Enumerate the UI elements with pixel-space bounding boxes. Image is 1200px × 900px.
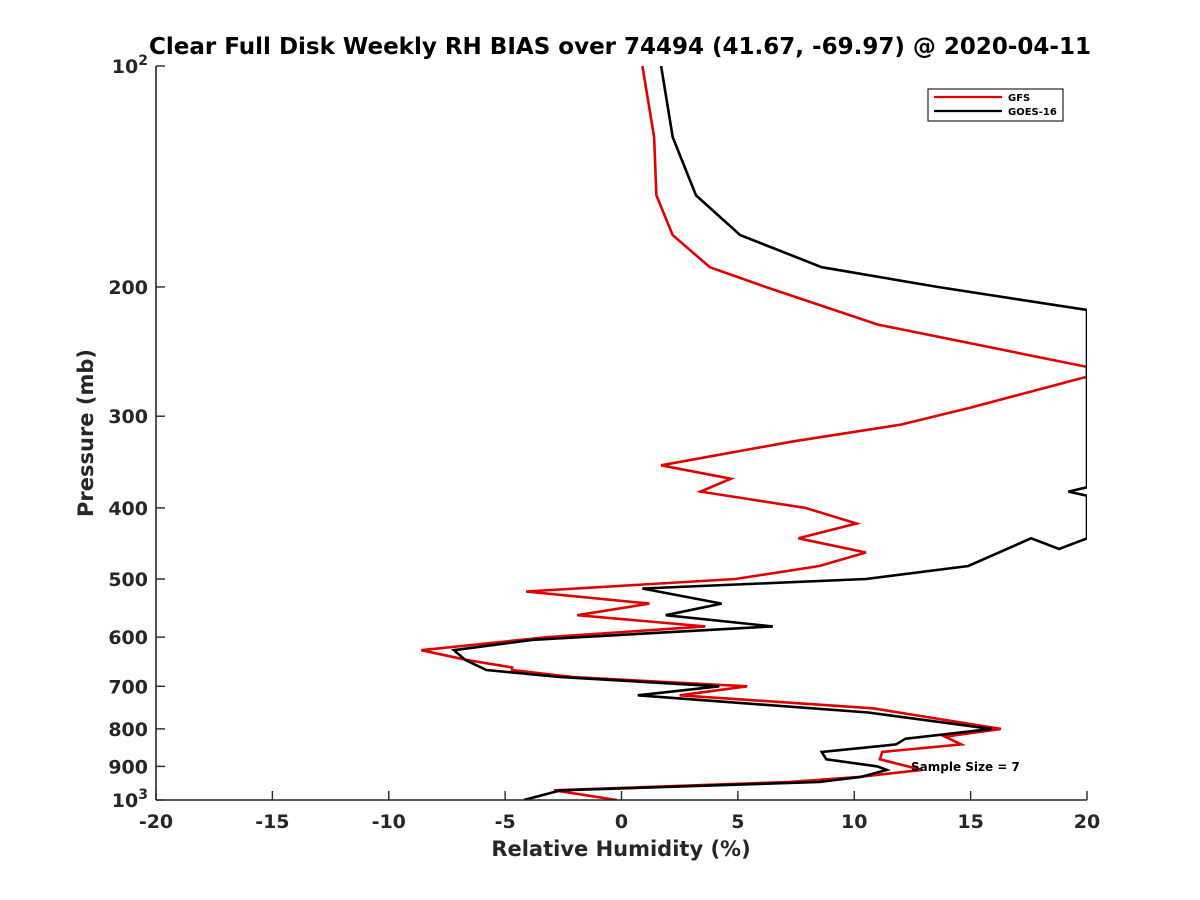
- x-tick-label: -5: [495, 811, 516, 833]
- y-tick-label: 103: [112, 787, 148, 812]
- legend-label-goes16: GOES-16: [1008, 107, 1057, 118]
- plot-axes: [155, 66, 1087, 801]
- x-tick-label: 10: [841, 811, 867, 833]
- x-tick-label: 5: [731, 811, 744, 833]
- chart-title: Clear Full Disk Weekly RH BIAS over 7449…: [149, 34, 1091, 60]
- y-tick-label: 400: [108, 498, 148, 520]
- sample-size-annotation: Sample Size = 7: [911, 760, 1020, 774]
- y-tick-label: 200: [108, 277, 148, 299]
- y-axis-label: Pressure (mb): [74, 349, 98, 517]
- y-tick-label: 300: [108, 406, 148, 428]
- y-tick-label: 900: [108, 756, 148, 778]
- legend-box: [927, 88, 1064, 122]
- y-ticks: 102 200 300 400 500 600 700 800 900 103: [108, 53, 165, 812]
- y-tick-label: 102: [112, 53, 148, 78]
- x-tick-label: -20: [139, 811, 173, 833]
- x-tick-label: 20: [1074, 811, 1100, 833]
- series-line-goes16: [450, 66, 1087, 800]
- x-axis-label: Relative Humidity (%): [491, 837, 750, 861]
- y-tick-label: 700: [108, 676, 148, 698]
- y-tick-label: 800: [108, 719, 148, 741]
- x-tick-label: -15: [255, 811, 289, 833]
- y-tick-label: 600: [108, 627, 148, 649]
- x-tick-label: 0: [615, 811, 628, 833]
- legend-label-gfs: GFS: [1008, 93, 1030, 104]
- y-tick-label: 500: [108, 569, 148, 591]
- legend: GFS GOES-16: [927, 88, 1064, 122]
- x-tick-label: -10: [372, 811, 406, 833]
- series-line-gfs: [421, 66, 1087, 800]
- x-tick-label: 15: [957, 811, 983, 833]
- x-ticks: -20 -15 -10 -5 0 5 10 15 20: [139, 791, 1100, 833]
- series-layer: [421, 66, 1087, 800]
